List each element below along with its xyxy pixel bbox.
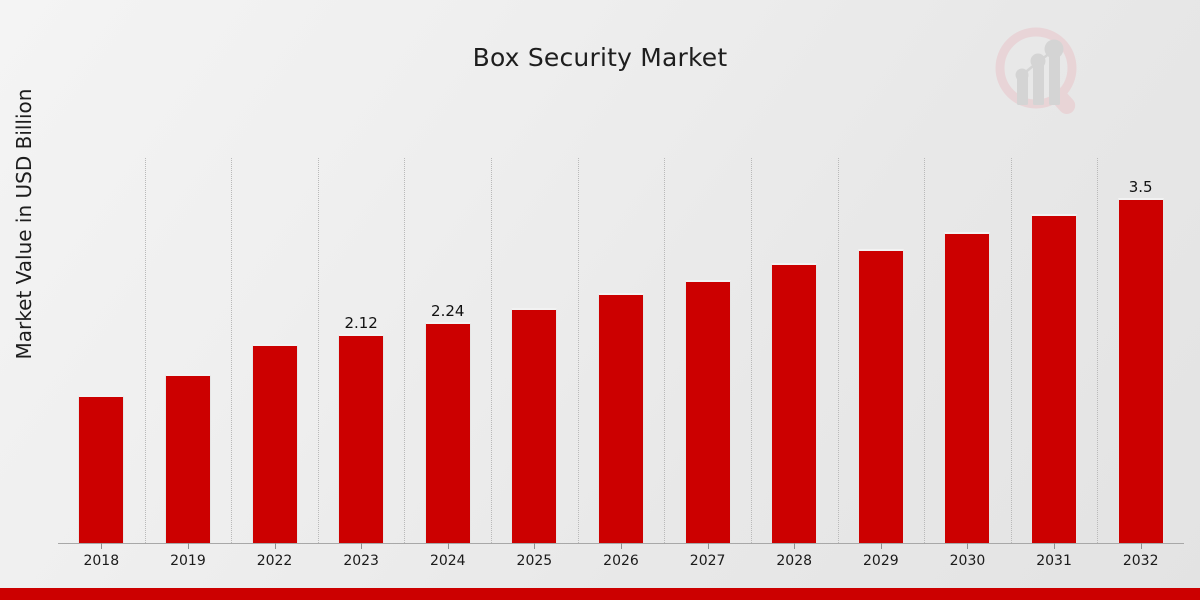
bar-value-label: 2.12 bbox=[344, 313, 378, 332]
x-axis-tick bbox=[707, 543, 709, 549]
bar-column[interactable] bbox=[58, 158, 145, 543]
x-axis-tick bbox=[274, 543, 276, 549]
bar-column[interactable]: 2.12 bbox=[318, 158, 405, 543]
x-axis-tick bbox=[187, 543, 189, 549]
x-axis-tick bbox=[621, 543, 622, 549]
footer-accent-bar bbox=[0, 588, 1200, 600]
x-axis-tick bbox=[794, 543, 796, 549]
x-axis-tick bbox=[967, 543, 969, 549]
x-tick-label-2030: 2030 bbox=[949, 553, 986, 569]
grid-line bbox=[317, 158, 319, 543]
x-tick-label-2023: 2023 bbox=[343, 553, 379, 569]
bar-column[interactable] bbox=[231, 158, 318, 543]
bar-2023[interactable] bbox=[338, 333, 385, 543]
x-axis-tick bbox=[534, 543, 536, 549]
grid-line bbox=[577, 158, 579, 543]
x-axis-tick bbox=[447, 543, 449, 549]
market-research-magnifier-logo bbox=[988, 22, 1092, 126]
bar-2018[interactable] bbox=[78, 394, 125, 543]
grid-line bbox=[144, 158, 146, 543]
bar-2027[interactable] bbox=[684, 280, 731, 543]
x-tick-label-2026: 2026 bbox=[603, 553, 639, 569]
grid-line bbox=[924, 158, 926, 543]
bar-column[interactable] bbox=[838, 158, 925, 543]
x-axis-tick bbox=[1054, 543, 1056, 549]
x-tick-label-2022: 2022 bbox=[256, 553, 293, 569]
x-tick-label-2018: 2018 bbox=[83, 553, 120, 569]
x-tick-label-2019: 2019 bbox=[170, 553, 206, 569]
bar-2030[interactable] bbox=[944, 232, 991, 543]
bar-column[interactable]: 2.24 bbox=[404, 158, 491, 543]
grid-line bbox=[837, 158, 839, 543]
x-tick-label-2024: 2024 bbox=[429, 553, 466, 569]
bar-2028[interactable] bbox=[771, 262, 818, 543]
bar-column[interactable] bbox=[664, 158, 751, 543]
bar-2026[interactable] bbox=[597, 293, 644, 543]
grid-line bbox=[404, 158, 406, 543]
plot-area bbox=[58, 158, 1184, 543]
bar-column[interactable] bbox=[491, 158, 578, 543]
bar-2022[interactable] bbox=[251, 343, 298, 543]
bar-2019[interactable] bbox=[164, 374, 211, 543]
x-tick-label-2025: 2025 bbox=[516, 553, 553, 569]
bar-column[interactable] bbox=[1011, 158, 1098, 543]
x-tick-label-2029: 2029 bbox=[863, 553, 899, 569]
bar-column[interactable] bbox=[145, 158, 232, 543]
bar-column[interactable] bbox=[751, 158, 838, 543]
grid-line bbox=[664, 158, 666, 543]
x-axis-tick bbox=[361, 543, 363, 549]
bar-2025[interactable] bbox=[511, 308, 558, 543]
x-tick-label-2031: 2031 bbox=[1036, 553, 1072, 569]
bar-2032[interactable] bbox=[1117, 197, 1164, 543]
x-tick-label-2028: 2028 bbox=[776, 553, 813, 569]
bar-column[interactable] bbox=[578, 158, 665, 543]
grid-line bbox=[491, 158, 493, 543]
grid-line bbox=[750, 158, 752, 543]
grid-line bbox=[1010, 158, 1012, 543]
grid-line bbox=[231, 158, 233, 543]
bar-2029[interactable] bbox=[857, 248, 904, 543]
x-tick-label-2032: 2032 bbox=[1122, 553, 1159, 569]
page-title: Box Security Market bbox=[472, 43, 728, 72]
x-axis-tick bbox=[101, 543, 103, 549]
bar-value-label: 2.24 bbox=[431, 301, 465, 320]
bar-2024[interactable] bbox=[424, 321, 471, 543]
bar-column[interactable] bbox=[924, 158, 1011, 543]
x-axis-tick bbox=[1140, 543, 1142, 549]
bar-2031[interactable] bbox=[1031, 214, 1078, 543]
x-axis-tick bbox=[880, 543, 882, 549]
bar-column[interactable]: 3.5 bbox=[1097, 158, 1184, 543]
y-axis-title: Market Value in USD Billion bbox=[12, 88, 36, 360]
bar-value-label: 3.5 bbox=[1128, 177, 1153, 196]
grid-line bbox=[1097, 158, 1099, 543]
x-tick-label-2027: 2027 bbox=[689, 553, 726, 569]
